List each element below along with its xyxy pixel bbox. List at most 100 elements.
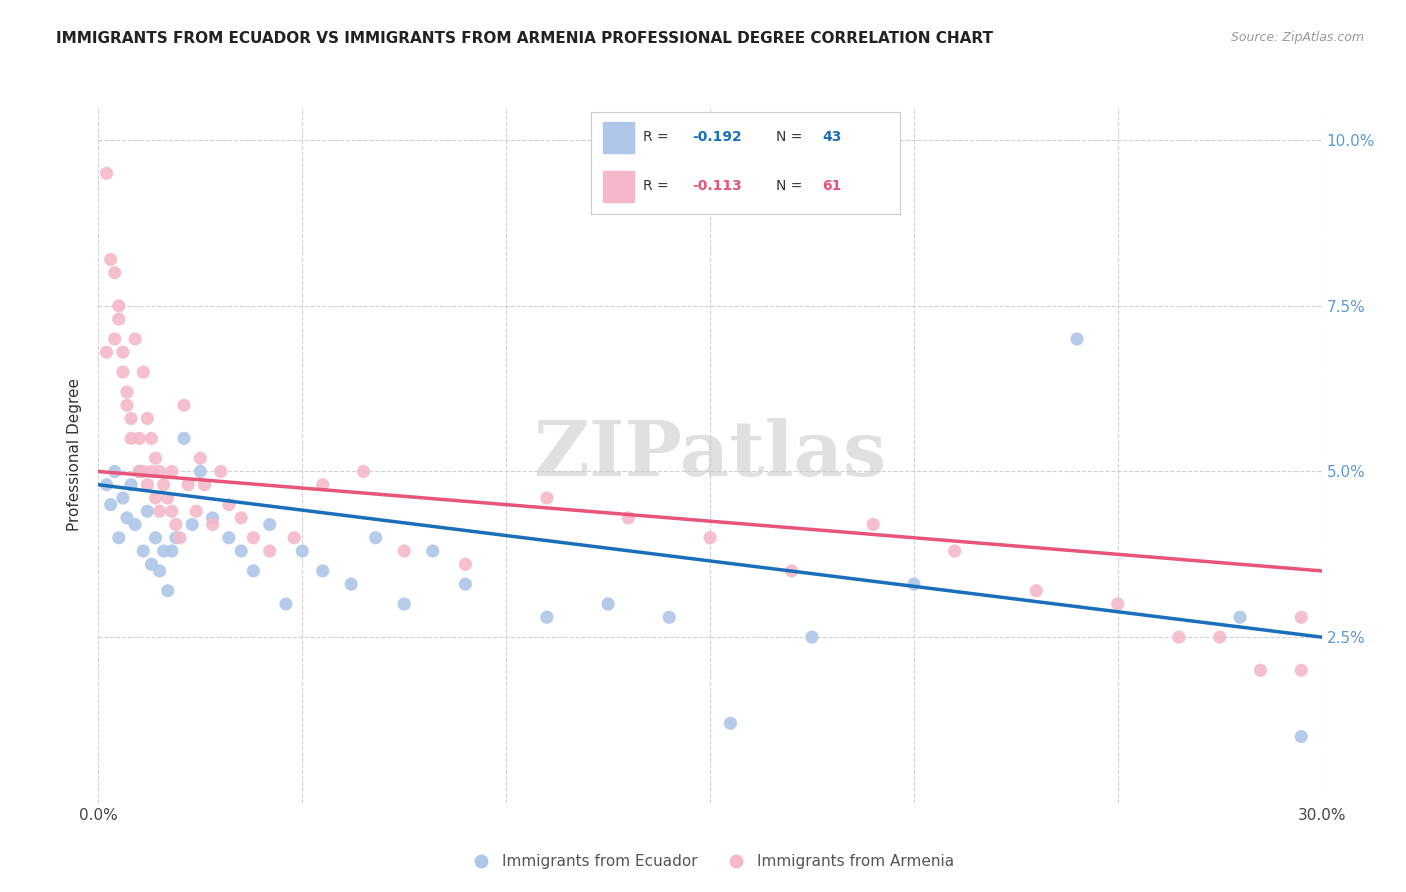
Point xyxy=(1025,583,1047,598)
Point xyxy=(160,544,183,558)
Text: -0.192: -0.192 xyxy=(693,129,742,144)
Point xyxy=(108,531,131,545)
Point xyxy=(242,564,264,578)
Point xyxy=(111,365,134,379)
Point xyxy=(169,531,191,545)
Point xyxy=(617,511,640,525)
Point xyxy=(658,610,681,624)
Point xyxy=(364,531,387,545)
Point xyxy=(108,312,131,326)
Point xyxy=(145,451,167,466)
Point xyxy=(160,504,183,518)
Y-axis label: Professional Degree: Professional Degree xyxy=(67,378,83,532)
Point xyxy=(141,558,163,572)
Point xyxy=(1229,610,1251,624)
Text: R =: R = xyxy=(643,179,673,194)
Point xyxy=(132,365,155,379)
Point xyxy=(201,517,224,532)
Text: -0.113: -0.113 xyxy=(693,179,742,194)
Point xyxy=(128,465,150,479)
Point xyxy=(149,564,172,578)
Point xyxy=(120,411,142,425)
Text: Source: ZipAtlas.com: Source: ZipAtlas.com xyxy=(1230,31,1364,45)
Point xyxy=(100,498,122,512)
Point xyxy=(312,477,335,491)
Point xyxy=(201,511,224,525)
Point xyxy=(149,504,172,518)
Point xyxy=(111,345,134,359)
Legend: Immigrants from Ecuador, Immigrants from Armenia: Immigrants from Ecuador, Immigrants from… xyxy=(460,848,960,875)
Point xyxy=(181,517,204,532)
Point xyxy=(536,491,558,505)
Point xyxy=(1209,630,1232,644)
Point xyxy=(152,544,174,558)
Point xyxy=(862,517,884,532)
Point xyxy=(149,465,172,479)
Point xyxy=(104,266,127,280)
Point xyxy=(1107,597,1129,611)
Point xyxy=(259,544,281,558)
Point xyxy=(1249,663,1271,677)
Point xyxy=(145,531,167,545)
Point xyxy=(598,597,620,611)
Point xyxy=(218,531,240,545)
Point xyxy=(392,597,416,611)
Point xyxy=(128,431,150,445)
Point xyxy=(177,477,200,491)
Point xyxy=(422,544,444,558)
Point xyxy=(242,531,264,545)
Point xyxy=(141,465,163,479)
Text: ZIPatlas: ZIPatlas xyxy=(533,418,887,491)
Point xyxy=(152,477,174,491)
Point xyxy=(96,166,118,180)
Point xyxy=(699,531,721,545)
Text: IMMIGRANTS FROM ECUADOR VS IMMIGRANTS FROM ARMENIA PROFESSIONAL DEGREE CORRELATI: IMMIGRANTS FROM ECUADOR VS IMMIGRANTS FR… xyxy=(56,31,993,46)
Point xyxy=(111,491,134,505)
Point xyxy=(1291,730,1313,744)
Point xyxy=(392,544,416,558)
Point xyxy=(165,531,187,545)
Point xyxy=(188,465,212,479)
Point xyxy=(283,531,305,545)
Point xyxy=(136,504,159,518)
Point xyxy=(193,477,215,491)
Point xyxy=(259,517,281,532)
Point xyxy=(780,564,803,578)
Point xyxy=(96,345,118,359)
Point xyxy=(124,332,146,346)
Point xyxy=(141,431,163,445)
Point xyxy=(128,465,150,479)
Point xyxy=(120,431,142,445)
Point xyxy=(352,465,374,479)
Point xyxy=(115,511,138,525)
Point xyxy=(291,544,314,558)
Point xyxy=(124,517,146,532)
Point xyxy=(160,465,183,479)
Point xyxy=(943,544,966,558)
Point xyxy=(720,716,742,731)
Point xyxy=(231,544,253,558)
Point xyxy=(1291,663,1313,677)
Point xyxy=(156,491,179,505)
Point xyxy=(156,583,179,598)
Point xyxy=(132,465,155,479)
Point xyxy=(145,491,167,505)
Text: N =: N = xyxy=(776,129,807,144)
Point xyxy=(132,544,155,558)
Point xyxy=(104,465,127,479)
Point xyxy=(108,299,131,313)
Point xyxy=(173,398,195,412)
Point xyxy=(136,477,159,491)
Point xyxy=(274,597,297,611)
Point xyxy=(165,517,187,532)
Point xyxy=(115,398,138,412)
Point xyxy=(1167,630,1189,644)
Point xyxy=(173,431,195,445)
Text: R =: R = xyxy=(643,129,673,144)
Point xyxy=(100,252,122,267)
Point xyxy=(188,451,212,466)
Point xyxy=(115,384,138,399)
Point xyxy=(104,332,127,346)
Point xyxy=(340,577,363,591)
Point xyxy=(136,411,159,425)
